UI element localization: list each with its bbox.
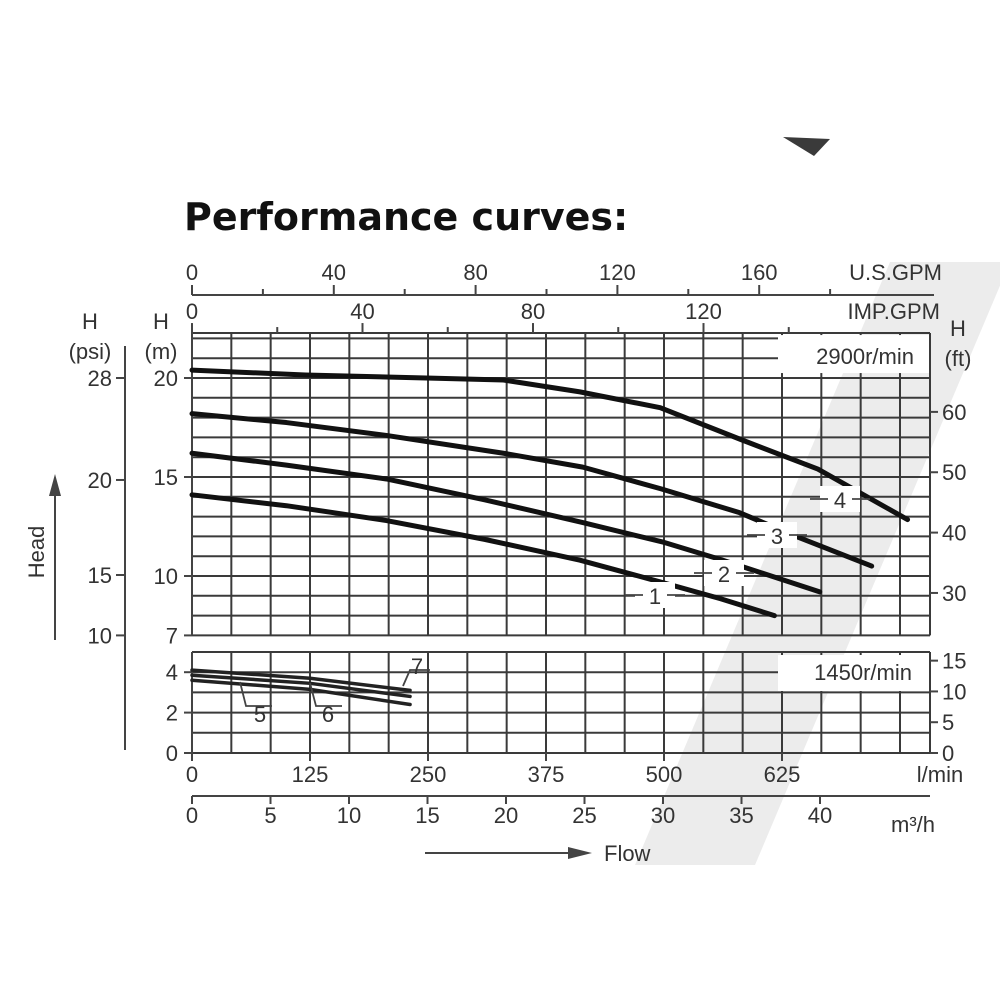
m3h-tick-label: 15	[415, 803, 439, 828]
psi-tick-label: 20	[88, 468, 112, 493]
m3h-tick-label: 40	[808, 803, 832, 828]
m3h-tick-label: 30	[651, 803, 675, 828]
psi-tick-label: 28	[88, 366, 112, 391]
usgpm-tick-label: 40	[322, 260, 346, 285]
usgpm-tick-label: 80	[463, 260, 487, 285]
pump-curve-5	[190, 678, 412, 707]
curve-label-5: 5	[254, 702, 266, 727]
lmin-tick-label: 250	[410, 762, 447, 787]
corner-decoration	[783, 137, 830, 156]
pump-curve-1	[189, 492, 777, 619]
m3h-tick-label: 0	[186, 803, 198, 828]
m-tick-label: 10	[154, 564, 178, 589]
curve-label-leader	[309, 682, 342, 707]
impgpm-tick-label: 80	[521, 299, 545, 324]
ft-tick-label: 5	[942, 710, 954, 735]
impgpm-tick-label: 0	[186, 299, 198, 324]
curve-label-6: 6	[322, 702, 334, 727]
speed-label-1450: 1450r/min	[814, 660, 912, 685]
psi-tick-label: 15	[88, 563, 112, 588]
psi-tick-label: 10	[88, 623, 112, 648]
m3h-unit-label: m³/h	[891, 812, 935, 837]
ft-tick-label: 10	[942, 679, 966, 704]
m3h-tick-label: 35	[729, 803, 753, 828]
speed-label-2900: 2900r/min	[816, 344, 914, 369]
pump-curve-7	[190, 668, 412, 693]
lmin-tick-label: 375	[528, 762, 565, 787]
lmin-tick-label: 0	[186, 762, 198, 787]
ft-tick-label: 50	[942, 460, 966, 485]
axes	[49, 285, 938, 859]
impgpm-tick-label: 40	[350, 299, 374, 324]
head-arrow-icon	[49, 474, 61, 496]
lmin-tick-label: 625	[764, 762, 801, 787]
ft-tick-label: 15	[942, 649, 966, 674]
m3h-tick-label: 10	[337, 803, 361, 828]
curve-label-2: 2	[718, 562, 730, 587]
m-tick-label: 2	[166, 701, 178, 726]
lmin-tick-label: 500	[646, 762, 683, 787]
ft-tick-label: 60	[942, 400, 966, 425]
pump-curve-2	[189, 450, 823, 595]
usgpm-unit-label: U.S.GPM	[849, 260, 942, 285]
ft-tick-label: 40	[942, 521, 966, 546]
m3h-tick-label: 5	[264, 803, 276, 828]
ft-header: (ft)	[945, 346, 972, 371]
speed-label-box	[778, 655, 929, 691]
lmin-unit-label: l/min	[917, 762, 963, 787]
psi-header: (psi)	[69, 339, 112, 364]
curve-label-3: 3	[771, 524, 783, 549]
lmin-tick-label: 125	[292, 762, 329, 787]
usgpm-tick-label: 120	[599, 260, 636, 285]
background-stripe	[635, 262, 1000, 865]
m3h-tick-label: 20	[494, 803, 518, 828]
curve-label-4: 4	[834, 488, 846, 513]
m-tick-label: 20	[154, 366, 178, 391]
psi-header: H	[82, 309, 98, 334]
pump-curve-4	[189, 367, 911, 523]
curve-label-leader	[402, 669, 430, 687]
chart-title: Performance curves:	[184, 195, 628, 239]
ft-tick-label: 0	[942, 741, 954, 766]
usgpm-tick-label: 160	[741, 260, 778, 285]
m-tick-label: 7	[166, 623, 178, 648]
impgpm-tick-label: 120	[685, 299, 722, 324]
m-tick-label: 15	[154, 465, 178, 490]
curve-label-7: 7	[411, 654, 423, 679]
m-header: H	[153, 309, 169, 334]
m-header: (m)	[145, 339, 178, 364]
flow-arrow-icon	[568, 847, 592, 859]
curve-label-leader	[239, 681, 272, 707]
m-tick-label: 0	[166, 741, 178, 766]
flow-label: Flow	[604, 841, 651, 866]
m-tick-label: 4	[166, 660, 178, 685]
head-label: Head	[24, 526, 49, 579]
usgpm-tick-label: 0	[186, 260, 198, 285]
impgpm-unit-label: IMP.GPM	[847, 299, 940, 324]
curve-label-1: 1	[649, 584, 661, 609]
ft-tick-label: 30	[942, 581, 966, 606]
m3h-tick-label: 25	[572, 803, 596, 828]
ft-header: H	[950, 316, 966, 341]
speed-label-box	[778, 335, 929, 374]
